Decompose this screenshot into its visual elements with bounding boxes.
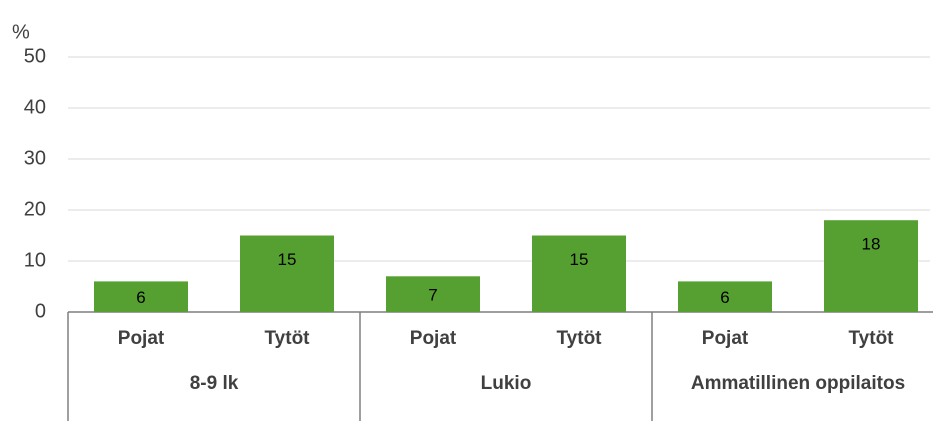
bar (532, 235, 626, 312)
group-label: Ammatillinen oppilaitos (690, 373, 906, 394)
x-tick-label: Pojat (118, 328, 165, 349)
data-label: 6 (720, 288, 729, 307)
bar (94, 281, 188, 312)
data-label: 6 (136, 288, 145, 307)
x-tick-label: Pojat (702, 328, 749, 349)
bar (386, 276, 480, 312)
x-tick-label: Pojat (410, 328, 457, 349)
y-tick-label: 10 (24, 249, 46, 271)
bar (824, 220, 918, 312)
y-tick-label: 50 (24, 45, 46, 67)
x-tick-label: Tytöt (556, 328, 602, 349)
data-label: 18 (862, 235, 881, 254)
y-tick-label: 20 (24, 198, 46, 220)
data-label: 7 (428, 286, 437, 305)
y-tick-label: 0 (35, 300, 46, 322)
group-label: Lukio (480, 373, 532, 394)
x-tick-label: Tytöt (264, 328, 310, 349)
y-tick-label: 30 (24, 147, 46, 169)
bar (678, 281, 772, 312)
data-label: 15 (570, 250, 589, 269)
y-axis-label: % (12, 21, 30, 43)
y-tick-label: 40 (24, 96, 46, 118)
bar (240, 235, 334, 312)
group-label: 8-9 lk (189, 373, 239, 394)
data-label: 15 (278, 250, 297, 269)
x-tick-label: Tytöt (848, 328, 894, 349)
